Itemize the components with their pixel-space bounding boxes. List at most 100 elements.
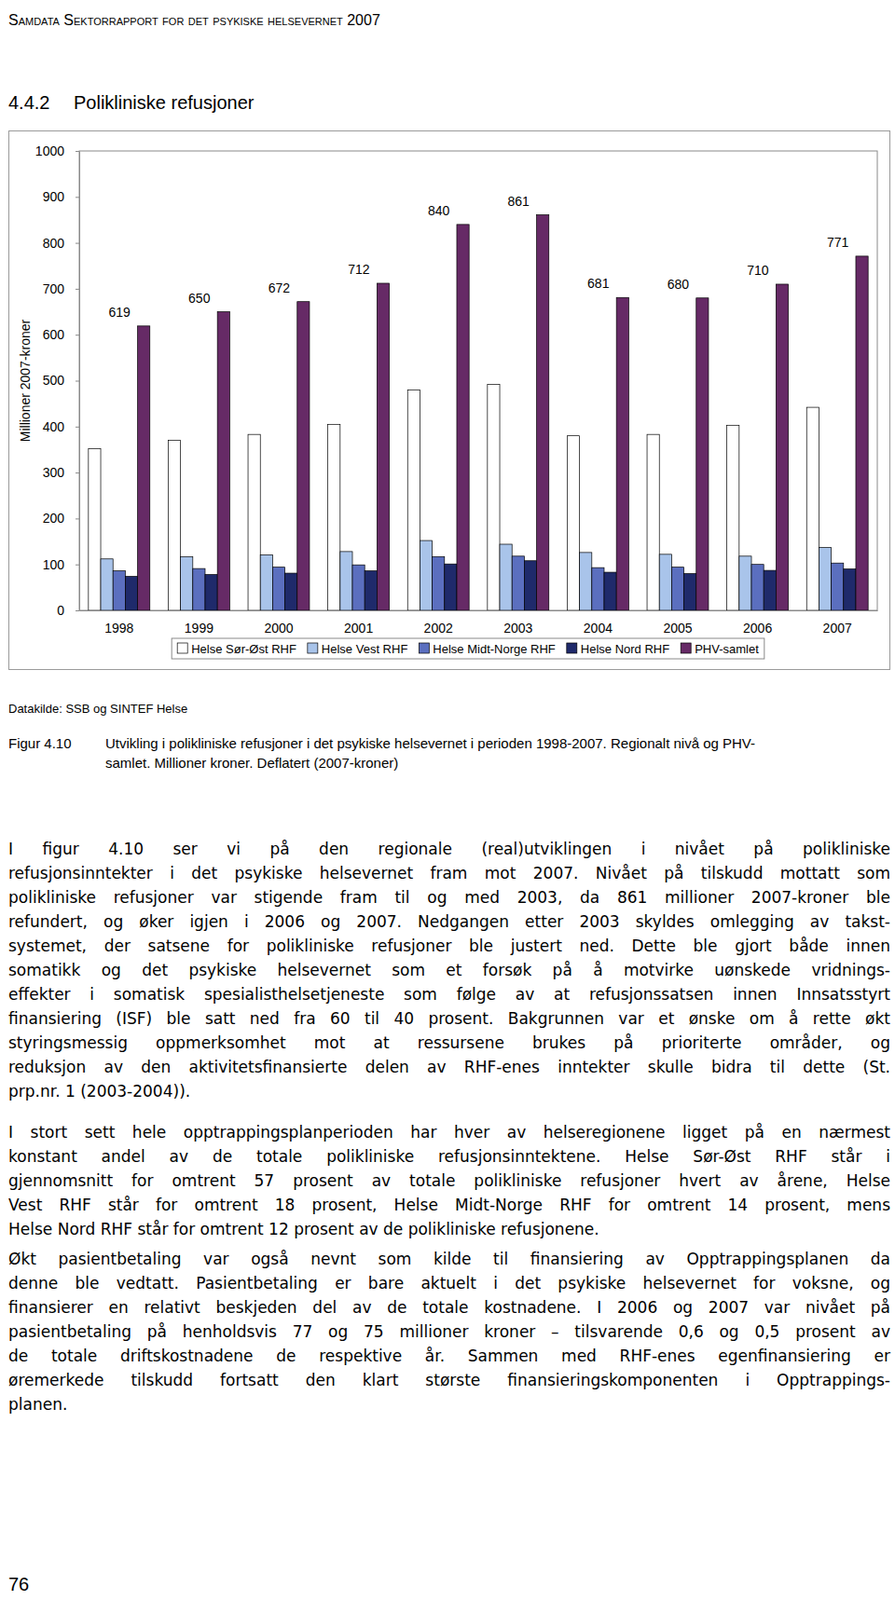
y-tick: 400	[42, 419, 80, 435]
tick-mark	[75, 426, 80, 428]
data-label: 681	[587, 275, 610, 291]
tick-mark	[75, 196, 80, 198]
x-tick: 1998	[104, 620, 134, 636]
bar	[124, 577, 138, 611]
x-tick: 2003	[503, 620, 533, 636]
text-line: I figur 4.10 ser vi på den regionale (re…	[8, 837, 891, 862]
bar	[511, 556, 524, 611]
legend-swatch	[177, 643, 188, 654]
bar	[205, 575, 218, 611]
y-tick: 700	[42, 281, 80, 297]
bar	[260, 554, 273, 611]
bar	[592, 567, 605, 611]
bar	[247, 434, 261, 611]
tick-mark	[75, 334, 80, 336]
legend-label: Helse Sør-Øst RHF	[191, 642, 297, 657]
bar	[775, 284, 788, 611]
y-axis: 01002003004005006007008009001000	[35, 143, 81, 619]
bar	[340, 551, 353, 611]
text-line: Vest RHF står for omtrent 18 prosent, He…	[8, 1193, 891, 1218]
bar	[499, 544, 512, 611]
tick-mark	[75, 564, 80, 566]
bar	[419, 540, 432, 611]
text-line: øremerkede tilskudd fortsatt den klart s…	[8, 1368, 891, 1393]
chart: 6196506727128408616816807107710100200300…	[0, 130, 895, 674]
tick-label: 400	[42, 419, 66, 435]
tick-mark	[75, 518, 80, 520]
caption-label: Figur 4.10	[8, 732, 72, 755]
legend-item: PHV-samlet	[680, 642, 759, 657]
bar	[272, 567, 285, 611]
bar	[352, 564, 365, 611]
y-tick: 800	[42, 235, 80, 251]
text-line: denne ble vedtatt. Pasientbetaling er ba…	[8, 1271, 891, 1296]
tick-label: 300	[42, 465, 66, 481]
text-line: I stort sett hele opptrappingsplanperiod…	[8, 1120, 891, 1145]
tick-label: 600	[42, 327, 66, 343]
data-label: 680	[667, 276, 690, 292]
tick-label: 1999	[184, 620, 214, 636]
bar	[285, 573, 298, 611]
bar	[763, 570, 776, 611]
paragraph: I figur 4.10 ser vi på den regionale (re…	[8, 837, 891, 1104]
bar	[739, 556, 752, 611]
x-tick: 2005	[662, 620, 692, 636]
legend-label: Helse Nord RHF	[580, 642, 670, 657]
tick-label: 2001	[344, 620, 373, 636]
bar	[167, 440, 180, 611]
text-line: refusjonsinntekter i det psykiske helsev…	[8, 861, 891, 886]
x-tick: 2004	[583, 620, 613, 636]
legend-swatch	[418, 643, 429, 654]
tick-label: 2005	[662, 620, 692, 636]
plot-frame	[79, 151, 878, 611]
tick-mark	[75, 243, 80, 245]
tick-mark	[75, 472, 80, 474]
bar	[579, 552, 593, 611]
tick-mark	[75, 381, 80, 383]
text-line: Helse Nord RHF står for omtrent 12 prose…	[8, 1217, 891, 1242]
tick-label: 2007	[823, 620, 853, 636]
text-line: planen.	[8, 1392, 891, 1418]
tick-label: 2003	[503, 620, 533, 636]
bar	[444, 564, 457, 611]
x-tick: 2007	[823, 620, 853, 636]
bar	[364, 571, 377, 611]
x-tick: 2001	[344, 620, 373, 636]
y-tick: 500	[42, 372, 80, 388]
tick-label: 0	[56, 603, 65, 619]
legend-label: Helse Vest RHF	[321, 642, 409, 657]
tick-label: 2004	[583, 620, 613, 636]
tick-label: 1998	[104, 620, 134, 636]
source-note: Datakilde: SSB og SINTEF Helse	[8, 700, 188, 719]
data-label: 672	[268, 280, 291, 296]
data-label: 861	[507, 193, 530, 209]
text-line: polikliniske refusjoner var stigende fra…	[8, 885, 891, 910]
text-line: styringsmessig oppmerksomhet mot at ress…	[8, 1031, 891, 1056]
bar	[537, 215, 550, 611]
bar	[456, 224, 469, 611]
bar	[671, 567, 684, 611]
page-number: 76	[8, 1570, 29, 1599]
text-line: Økt pasientbetaling var også nevnt som k…	[8, 1247, 891, 1272]
legend-item: Helse Vest RHF	[307, 642, 409, 657]
bar	[604, 572, 617, 611]
x-tick: 1999	[184, 620, 214, 636]
bar	[487, 384, 500, 611]
y-axis-title: Millioner 2007-kroner	[17, 318, 33, 442]
tick-label: 200	[42, 510, 66, 526]
bar	[855, 256, 868, 611]
tick-label: 1000	[35, 143, 65, 159]
text-line: somatikk og det psykiske helsevernet som…	[8, 958, 891, 983]
tick-label: 800	[42, 235, 66, 251]
bar	[88, 448, 101, 611]
legend-item: Helse Sør-Øst RHF	[177, 642, 297, 657]
legend-item: Helse Nord RHF	[566, 642, 670, 657]
legend: Helse Sør-Øst RHF Helse Vest RHF Helse Mid…	[171, 638, 765, 660]
text-line: effekter i somatisk spesialisthelsetjene…	[8, 982, 891, 1007]
axis-line	[80, 610, 879, 612]
tick-label: 100	[42, 557, 66, 573]
text-line: de totale driftskostnadene de respektive…	[8, 1344, 891, 1369]
legend-item: Helse Midt-Norge RHF	[418, 642, 556, 657]
section-title: Polikliniske refusjoner	[73, 88, 254, 117]
text-line: reduksjon av den aktivitetsfinansierte d…	[8, 1055, 891, 1080]
